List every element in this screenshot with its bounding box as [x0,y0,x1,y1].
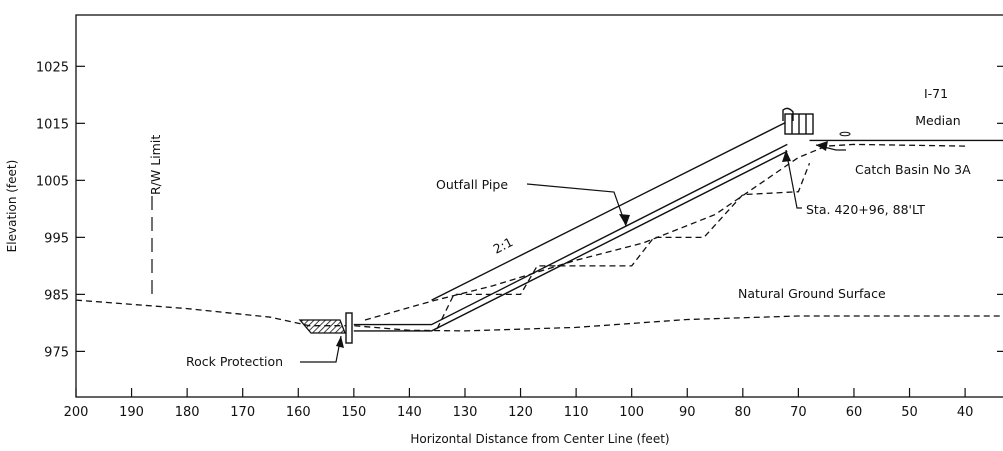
median-label: Median [915,113,960,128]
y-tick-label: 1015 [36,117,69,132]
rock-protection-label: Rock Protection [186,354,283,369]
rock-protection-leader [300,335,342,363]
x-tick-label: 110 [564,405,589,420]
x-tick-label: 120 [508,405,533,420]
series-line-3 [353,150,788,332]
y-axis-ticks: 975 985 995 1005 1015 1025 [36,60,1003,360]
natural-ground-label: Natural Ground Surface [738,286,886,301]
i71-label: I-71 [924,86,948,101]
y-tick-label: 995 [44,231,69,246]
x-tick-label: 200 [64,405,89,420]
x-tick-label: 150 [341,405,366,420]
series-natural-ground-surface [75,299,1003,332]
rock-protection-arrowhead [336,336,344,348]
station-arrowhead [782,150,791,162]
outfall-pipe-arrowhead [619,214,630,226]
station-leader [785,149,802,209]
x-tick-label: 100 [619,405,644,420]
catch-basin-arrowhead [816,141,828,151]
series-line-6 [436,162,811,329]
slope-label: 2:1 [491,234,516,257]
inlet-mark [839,131,851,137]
profile-lines [75,120,1003,332]
x-tick-label: 70 [790,405,807,420]
x-tick-label: 50 [901,405,918,420]
y-tick-label: 975 [44,345,69,360]
y-tick-label: 985 [44,288,69,303]
rw-limit-label: R/W Limit [148,135,163,195]
y-tick-label: 1005 [36,174,69,189]
series-line-2 [353,143,788,326]
x-tick-label: 180 [175,405,200,420]
x-tick-label: 60 [846,405,863,420]
y-tick-label: 1025 [36,60,69,75]
curb-shape [782,107,794,121]
x-tick-label: 90 [679,405,696,420]
x-tick-label: 40 [957,405,974,420]
plot-frame [75,14,1003,398]
catch-basin-label: Catch Basin No 3A [855,162,971,177]
x-tick-label: 170 [230,405,255,420]
x-axis-title: Horizontal Distance from Center Line (fe… [410,432,669,446]
station-label: Sta. 420+96, 88'LT [806,202,925,217]
outfall-pipe-label: Outfall Pipe [436,177,508,192]
x-tick-label: 160 [286,405,311,420]
x-tick-label: 80 [735,405,752,420]
rock-protection-shape [298,319,346,334]
y-axis-title: Elevation (feet) [5,160,19,253]
x-tick-label: 130 [453,405,478,420]
x-axis-ticks: 200 190 180 170 160 150 140 130 120 110 100 90 80 70 6… [64,388,974,420]
outfall-pipe-leader [526,183,627,227]
x-tick-label: 190 [119,405,144,420]
series-line-1 [431,120,788,301]
outfall-headwall [345,312,353,344]
x-tick-label: 140 [397,405,422,420]
series-line-5 [364,143,966,321]
